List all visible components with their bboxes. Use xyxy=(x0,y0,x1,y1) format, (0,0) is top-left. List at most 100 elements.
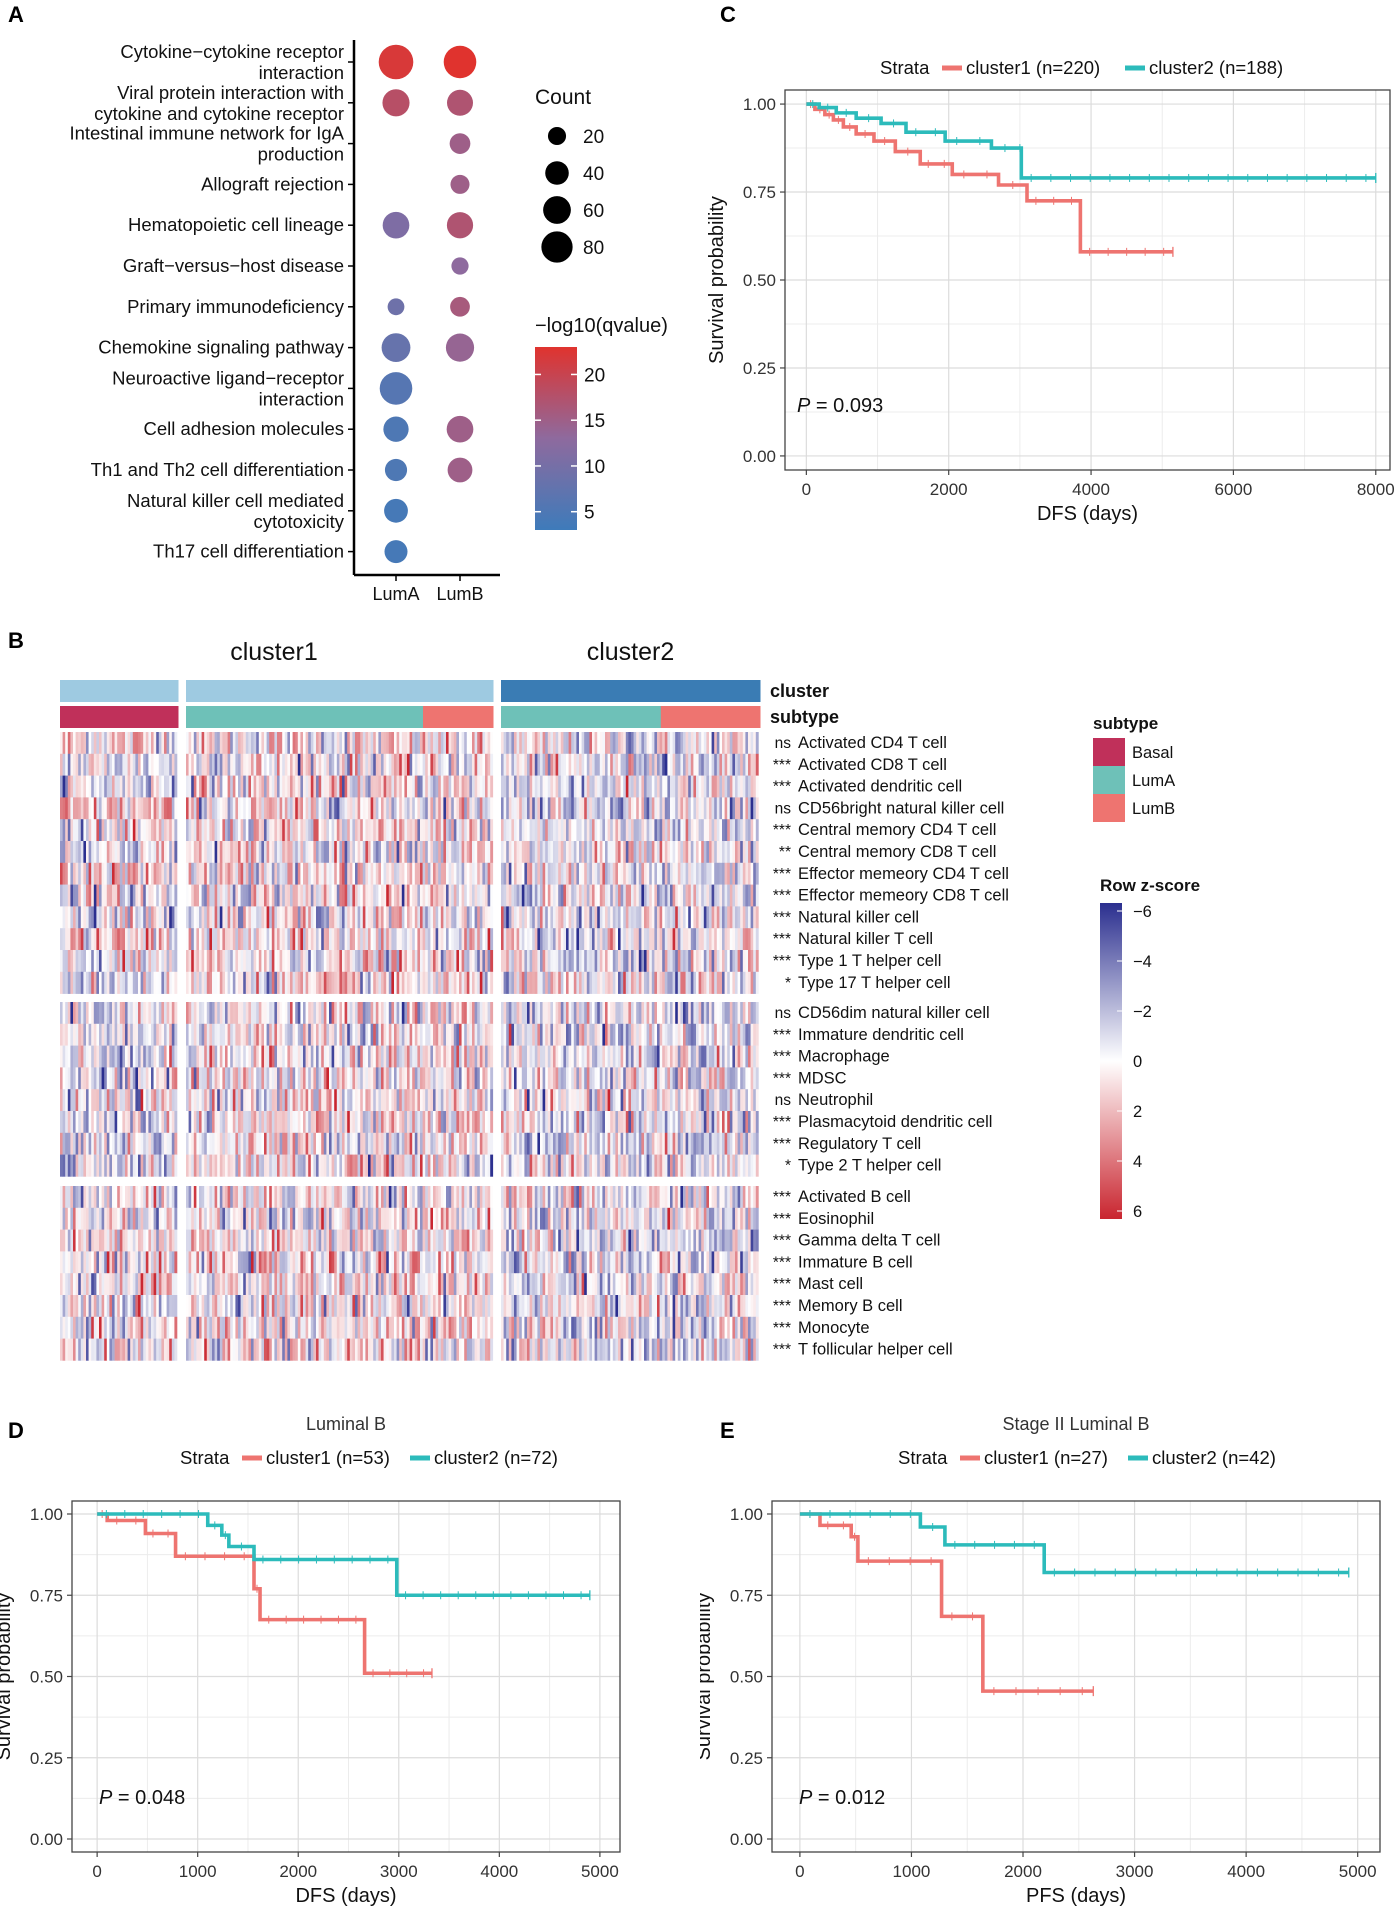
heatmap-cell xyxy=(735,753,738,776)
heatmap-cell xyxy=(204,775,208,798)
heatmap-cell xyxy=(568,1002,572,1025)
heatmap-cell xyxy=(135,753,139,776)
heatmap-cell xyxy=(96,841,100,864)
heatmap-cell xyxy=(430,950,434,973)
heatmap-cell xyxy=(279,862,283,885)
heatmap-cell xyxy=(407,1089,410,1112)
heatmap-cell xyxy=(391,732,395,755)
heatmap-cell xyxy=(334,971,338,994)
heatmap-cell xyxy=(472,1002,475,1025)
heatmap-cell xyxy=(409,1023,413,1046)
heatmap-cell xyxy=(683,797,686,820)
heatmap-cell xyxy=(86,1089,89,1112)
heatmap-cell xyxy=(101,862,105,885)
heatmap-cell xyxy=(573,1023,577,1046)
heatmap-cell xyxy=(386,906,390,929)
heatmap-cell xyxy=(313,1067,317,1090)
heatmap-cell xyxy=(357,819,361,842)
heatmap-cell xyxy=(401,1023,405,1046)
heatmap-cell xyxy=(238,797,241,820)
heatmap-cell xyxy=(292,1002,296,1025)
heatmap-cell xyxy=(456,1002,460,1025)
heatmap-cell xyxy=(594,753,598,776)
heatmap-cell xyxy=(420,732,423,755)
heatmap-cell xyxy=(451,884,455,907)
heatmap-cell xyxy=(140,950,144,973)
heatmap-cell xyxy=(217,775,221,798)
heatmap-cell xyxy=(547,928,551,951)
heatmap-cell xyxy=(472,862,475,885)
heatmap-cell xyxy=(753,950,757,973)
heatmap-cell xyxy=(277,797,280,820)
heatmap-cell xyxy=(80,928,84,951)
heatmap-cell xyxy=(243,862,247,885)
heatmap-cell xyxy=(750,797,754,820)
heatmap-cell xyxy=(672,841,676,864)
heatmap-cell xyxy=(101,1023,105,1046)
heatmap-cell xyxy=(114,1045,118,1068)
heatmap-cell xyxy=(625,819,629,842)
heatmap-cell xyxy=(391,862,395,885)
heatmap-cell xyxy=(248,775,252,798)
heatmap-cell xyxy=(729,928,733,951)
heatmap-cell xyxy=(540,775,543,798)
heatmap-cell xyxy=(443,797,447,820)
heatmap-cell xyxy=(106,1045,110,1068)
heatmap-cell xyxy=(657,862,660,885)
heatmap-cell xyxy=(547,884,551,907)
heatmap-cell xyxy=(464,862,468,885)
heatmap-cell xyxy=(527,775,530,798)
heatmap-cell xyxy=(232,1089,236,1112)
heatmap-cell xyxy=(282,819,286,842)
heatmap-cell xyxy=(355,928,358,951)
heatmap-cell xyxy=(360,1002,364,1025)
heatmap-cell xyxy=(688,906,692,929)
heatmap-cell xyxy=(119,1023,123,1046)
heatmap-cell xyxy=(459,732,462,755)
heatmap-cell xyxy=(370,732,374,755)
heatmap-cell xyxy=(529,1067,533,1090)
heatmap-cell xyxy=(225,732,228,755)
heatmap-cell xyxy=(461,862,465,885)
heatmap-cell xyxy=(628,1023,632,1046)
heatmap-cell xyxy=(321,950,325,973)
heatmap-cell xyxy=(657,775,660,798)
heatmap-cell xyxy=(104,819,108,842)
heatmap-cell xyxy=(425,1023,429,1046)
heatmap-cell xyxy=(277,753,280,776)
heatmap-cell xyxy=(88,884,92,907)
heatmap-cell xyxy=(334,1023,338,1046)
heatmap-cell xyxy=(579,884,582,907)
heatmap-cell xyxy=(414,753,418,776)
heatmap-cell xyxy=(219,1002,223,1025)
heatmap-cell xyxy=(724,1111,728,1134)
heatmap-cell xyxy=(104,1089,108,1112)
heatmap-cell xyxy=(404,1111,408,1134)
heatmap-cell xyxy=(716,1067,720,1090)
heatmap-cell xyxy=(80,1067,84,1090)
heatmap-cell xyxy=(740,841,744,864)
heatmap-cell xyxy=(537,884,541,907)
heatmap-cell xyxy=(399,1067,403,1090)
heatmap-cell xyxy=(625,1067,629,1090)
heatmap-cell xyxy=(451,1089,455,1112)
heatmap-cell xyxy=(357,1045,361,1068)
heatmap-cell xyxy=(414,906,418,929)
heatmap-cell xyxy=(407,971,410,994)
heatmap-cell xyxy=(550,906,554,929)
heatmap-cell xyxy=(659,884,663,907)
heatmap-cell xyxy=(602,1002,606,1025)
heatmap-cell xyxy=(521,1002,525,1025)
cluster-annotation xyxy=(186,680,424,702)
heatmap-cell xyxy=(566,753,569,776)
heatmap-cell xyxy=(368,841,371,864)
heatmap-cell xyxy=(724,1002,728,1025)
heatmap-cell xyxy=(65,1023,69,1046)
heatmap-cell xyxy=(83,884,87,907)
heatmap-cell xyxy=(568,862,572,885)
heatmap-cell xyxy=(378,1045,382,1068)
heatmap-cell xyxy=(145,928,149,951)
heatmap-cell xyxy=(703,884,707,907)
heatmap-cell xyxy=(156,841,160,864)
heatmap-cell xyxy=(368,906,371,929)
